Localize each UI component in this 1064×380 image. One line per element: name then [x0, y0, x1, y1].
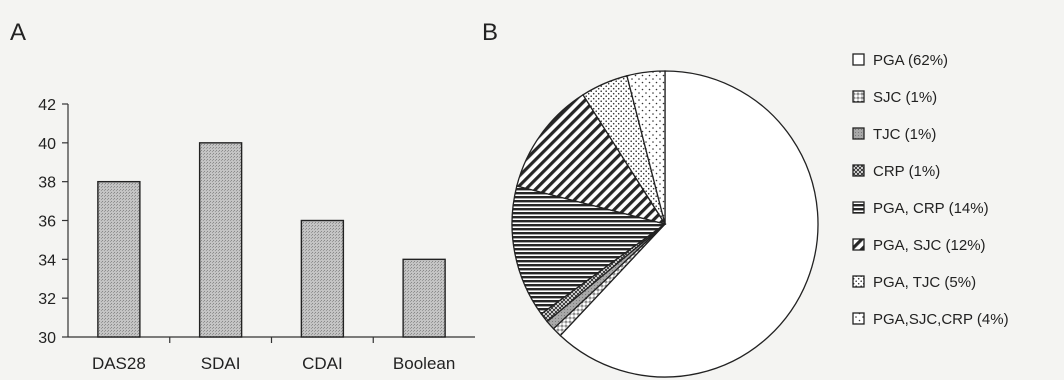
legend-label: PGA (62%)	[873, 52, 948, 69]
legend-swatch	[852, 201, 865, 214]
legend-swatch	[852, 90, 865, 103]
bars	[97, 142, 446, 338]
panel-label-b: B	[482, 19, 498, 46]
y-tick-label: 36	[38, 214, 56, 231]
x-category-label: SDAI	[201, 354, 241, 373]
legend-swatch	[852, 275, 865, 288]
y-tick-label: 30	[38, 330, 56, 347]
x-category-label: DAS28	[92, 354, 146, 373]
pie-slice-7	[626, 70, 666, 225]
legend-label: CRP (1%)	[873, 163, 940, 180]
bar-sdai	[198, 142, 243, 338]
pie-chart-panel: B PGA (62%) SJC (1%) TJC (1%) CRP (1%) PGA, …	[482, 19, 1009, 378]
x-category-label: Boolean	[393, 354, 455, 373]
legend-label: PGA, CRP (14%)	[873, 200, 989, 217]
bar-das28	[97, 180, 141, 338]
legend-swatch	[852, 127, 865, 140]
bar-category-labels: DAS28 SDAI CDAI Boolean	[92, 354, 455, 373]
legend-label: SJC (1%)	[873, 89, 937, 106]
bar-boolean	[402, 258, 446, 338]
legend-swatch	[852, 238, 865, 251]
pie-slices	[511, 70, 819, 378]
legend: PGA (62%) SJC (1%) TJC (1%) CRP (1%) PGA, CR…	[852, 52, 1009, 328]
legend-label: PGA, SJC (12%)	[873, 237, 986, 254]
legend-label: PGA, TJC (5%)	[873, 274, 976, 291]
legend-label: TJC (1%)	[873, 126, 936, 143]
legend-swatch	[852, 164, 865, 177]
legend-swatch	[852, 53, 865, 66]
bar-chart-panel: A 30 32 34 36 38 40 42 DAS28 SDAI CDAI Boolean	[10, 19, 475, 373]
pie-slice-5	[516, 93, 667, 226]
y-tick-label: 38	[38, 175, 56, 192]
pie-slice-4	[511, 185, 667, 315]
y-tick-label: 34	[38, 252, 56, 269]
legend-label: PGA,SJC,CRP (4%)	[873, 311, 1009, 328]
bar-cdai	[300, 219, 345, 338]
x-category-label: CDAI	[302, 354, 343, 373]
y-tick-label: 32	[38, 291, 56, 308]
y-tick-label: 40	[38, 136, 56, 153]
pie-slice-0	[559, 70, 819, 378]
y-tick-label: 42	[38, 97, 56, 114]
panel-label-a: A	[10, 19, 26, 46]
legend-swatch	[852, 312, 865, 325]
